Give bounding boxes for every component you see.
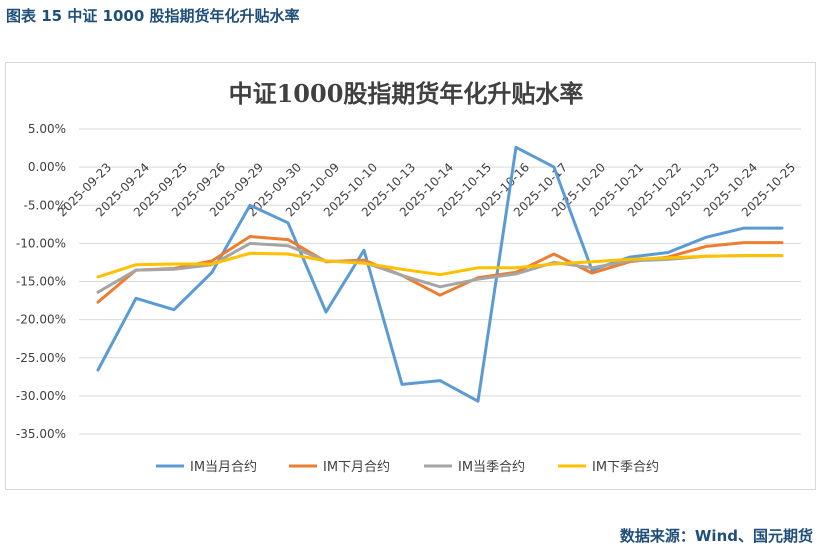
series-line bbox=[96, 145, 784, 403]
legend-entry: IM当季合约 bbox=[458, 460, 525, 475]
legend-entry: IM下月合约 bbox=[323, 460, 390, 475]
legend-entry: IM下季合约 bbox=[592, 460, 659, 475]
figure-caption: 图表 15 中证 1000 股指期货年化升贴水率 bbox=[6, 7, 300, 25]
y-tick-label: -10.00% bbox=[16, 236, 66, 250]
y-tick-label: -35.00% bbox=[16, 427, 66, 441]
line-chart: 中证1000股指期货年化升贴水率 5.00% 0.00% -5.00% -10.00%… bbox=[16, 79, 801, 475]
chart-frame: 中证1000股指期货年化升贴水率 5.00% 0.00% -5.00% -10.00%… bbox=[5, 62, 816, 490]
x-axis-tick-labels: 2025-09-232025-09-242025-09-252025-09-26… bbox=[55, 160, 798, 219]
y-tick-label: -25.00% bbox=[16, 351, 66, 365]
y-axis-tick-labels: 5.00% 0.00% -5.00% -10.00% -15.00% -20.00% -25… bbox=[16, 122, 66, 441]
y-tick-label: 0.00% bbox=[28, 160, 66, 174]
series-lines bbox=[96, 145, 784, 403]
y-tick-label: -5.00% bbox=[24, 198, 66, 212]
y-tick-label: 5.00% bbox=[28, 122, 66, 136]
gridlines bbox=[79, 128, 801, 435]
series-line bbox=[96, 251, 784, 279]
y-tick-label: -20.00% bbox=[16, 313, 66, 327]
source-note: 数据来源：Wind、国元期货 bbox=[619, 527, 813, 545]
y-tick-label: -15.00% bbox=[16, 275, 66, 289]
chart-title: 中证1000股指期货年化升贴水率 bbox=[229, 79, 584, 108]
legend: IM当月合约 IM下月合约 IM当季合约 IM下季合约 bbox=[156, 460, 659, 475]
legend-entry: IM当月合约 bbox=[190, 460, 257, 475]
y-tick-label: -30.00% bbox=[16, 389, 66, 403]
